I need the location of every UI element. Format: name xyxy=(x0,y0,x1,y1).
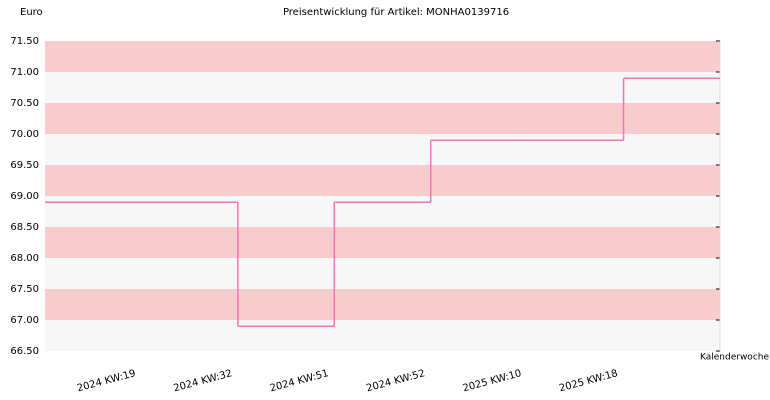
x-tick-label: 2025 KW:18 xyxy=(558,368,619,394)
y-axis-label: Euro xyxy=(20,7,43,18)
x-axis-label: Kalenderwoche xyxy=(700,353,769,363)
grid-band xyxy=(45,258,720,289)
x-tick-label: 2025 KW:10 xyxy=(462,368,523,394)
grid-band xyxy=(45,41,720,72)
y-tick-label: 70.50 xyxy=(10,98,39,109)
y-tick-label: 67.00 xyxy=(10,315,39,326)
chart-title: Preisentwicklung für Artikel: MONHA01397… xyxy=(283,7,509,18)
y-tick-label: 67.50 xyxy=(10,284,39,295)
grid-band xyxy=(45,320,720,351)
y-tick-label: 66.50 xyxy=(10,346,39,357)
grid-band xyxy=(45,72,720,103)
x-tick-label: 2024 KW:19 xyxy=(76,368,137,394)
x-tick-label: 2024 KW:32 xyxy=(172,368,233,394)
x-tick-label: 2024 KW:52 xyxy=(365,368,426,394)
grid-band xyxy=(45,227,720,258)
y-tick-label: 68.00 xyxy=(10,253,39,264)
grid-band xyxy=(45,103,720,134)
y-tick-label: 70.00 xyxy=(10,129,39,140)
y-tick-label: 68.50 xyxy=(10,222,39,233)
grid-band xyxy=(45,134,720,165)
grid-band xyxy=(45,289,720,320)
y-tick-label: 71.50 xyxy=(10,36,39,47)
x-tick-label: 2024 KW:51 xyxy=(269,368,330,394)
y-tick-label: 69.00 xyxy=(10,191,39,202)
y-tick-label: 71.00 xyxy=(10,67,39,78)
grid-band xyxy=(45,196,720,227)
y-tick-label: 69.50 xyxy=(10,160,39,171)
grid-band xyxy=(45,165,720,196)
